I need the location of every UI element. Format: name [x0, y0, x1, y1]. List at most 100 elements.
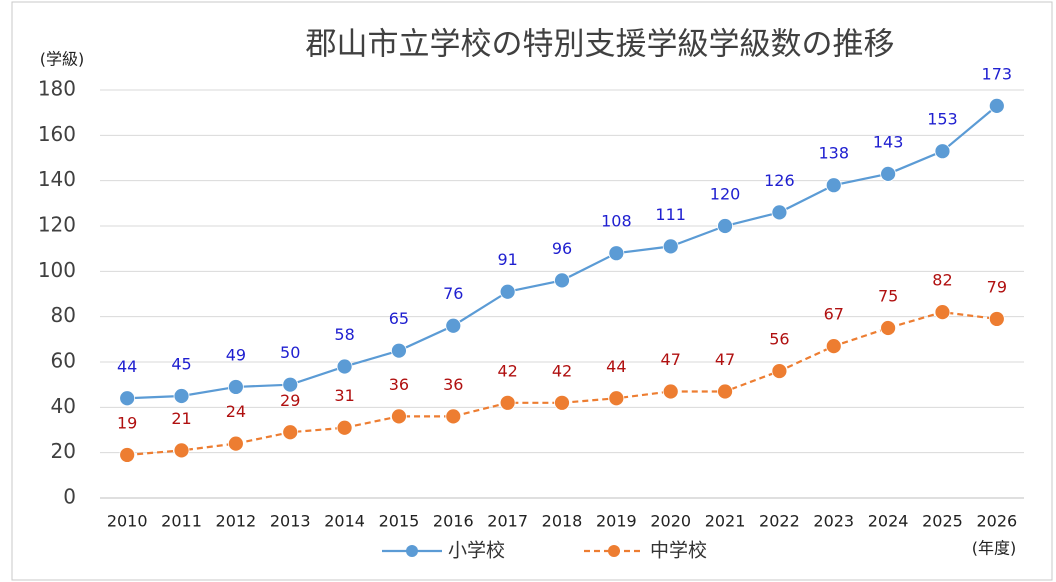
x-tick-label: 2016: [433, 512, 474, 531]
x-tick-label: 2012: [216, 512, 257, 531]
point: [173, 388, 190, 404]
x-tick-label: 2015: [379, 512, 420, 531]
legend-marker: [406, 545, 418, 557]
x-axis-label: (年度): [972, 539, 1017, 558]
data-label: 44: [606, 357, 626, 376]
point: [880, 320, 897, 336]
point: [771, 204, 788, 221]
point: [608, 245, 625, 262]
y-tick-label: 20: [51, 439, 76, 463]
point: [499, 394, 516, 411]
data-label: 45: [171, 355, 191, 374]
x-tick-label: 2019: [596, 512, 637, 531]
point: [499, 283, 516, 300]
data-label: 108: [601, 212, 632, 231]
x-tick-label: 2024: [868, 512, 909, 531]
data-label: 47: [661, 350, 681, 369]
data-label: 36: [443, 375, 463, 394]
y-tick-label: 0: [63, 485, 76, 509]
point: [717, 383, 733, 400]
point: [391, 342, 407, 359]
point: [934, 304, 951, 321]
point: [173, 442, 190, 459]
data-label: 65: [389, 309, 409, 328]
data-label: 24: [226, 402, 246, 421]
data-label: 111: [655, 205, 686, 224]
data-label: 49: [226, 345, 246, 364]
data-label: 58: [334, 325, 354, 344]
data-label: 29: [280, 391, 300, 410]
y-tick-label: 40: [51, 394, 76, 418]
data-label: 75: [878, 287, 898, 306]
x-tick-label: 2017: [487, 512, 528, 531]
y-axis-label: (学級): [40, 50, 85, 69]
data-label: 36: [389, 375, 409, 394]
point: [554, 272, 570, 289]
y-tick-label: 140: [38, 167, 76, 191]
data-label: 44: [117, 357, 137, 376]
point: [662, 238, 679, 255]
point: [282, 424, 299, 441]
legend-marker: [608, 545, 620, 557]
x-tick-label: 2013: [270, 512, 311, 531]
data-label: 82: [932, 271, 952, 290]
data-label: 56: [769, 330, 789, 349]
point: [227, 435, 244, 452]
x-tick-label: 2018: [542, 512, 583, 531]
point: [880, 165, 897, 182]
y-tick-label: 120: [38, 213, 76, 237]
data-label: 79: [987, 277, 1007, 296]
data-label: 173: [982, 64, 1013, 83]
chart-frame: [11, 1, 1053, 581]
legend-label: 小学校: [448, 540, 505, 562]
x-tick-label: 2010: [107, 512, 148, 531]
data-label: 91: [497, 250, 517, 269]
point: [445, 317, 462, 334]
data-label: 67: [824, 305, 844, 324]
point: [717, 218, 733, 234]
point: [336, 419, 353, 436]
data-label: 138: [818, 144, 849, 163]
point: [608, 390, 625, 407]
data-label: 76: [443, 284, 463, 303]
point: [554, 394, 570, 411]
y-tick-label: 160: [38, 122, 76, 146]
point: [662, 383, 679, 400]
point: [988, 97, 1005, 114]
point: [119, 390, 136, 407]
x-tick-label: 2022: [759, 512, 800, 531]
x-tick-label: 2011: [161, 512, 202, 531]
x-tick-label: 2025: [922, 512, 963, 531]
y-tick-label: 60: [51, 349, 76, 373]
data-label: 47: [715, 350, 735, 369]
x-tick-label: 2014: [324, 512, 365, 531]
point: [934, 143, 951, 160]
data-label: 50: [280, 343, 300, 362]
point: [445, 408, 462, 425]
point: [391, 408, 407, 425]
point: [825, 177, 842, 194]
point: [119, 447, 136, 463]
data-label: 21: [171, 409, 191, 428]
point: [988, 311, 1005, 327]
data-label: 31: [334, 386, 354, 405]
data-label: 143: [873, 132, 904, 151]
chart-title: 郡山市立学校の特別支援学級学級数の推移: [306, 27, 895, 63]
data-label: 126: [764, 171, 795, 190]
y-tick-label: 180: [38, 77, 76, 101]
point: [282, 376, 299, 393]
point: [825, 338, 842, 355]
data-label: 96: [552, 239, 572, 258]
point: [336, 358, 353, 375]
series-line: [127, 311, 997, 457]
x-tick-label: 2021: [705, 512, 746, 531]
data-label: 19: [117, 413, 137, 432]
legend-label: 中学校: [650, 540, 707, 562]
y-tick-label: 80: [51, 303, 76, 327]
data-label: 120: [710, 185, 741, 204]
x-tick-label: 2020: [650, 512, 691, 531]
data-label: 153: [927, 110, 958, 129]
point: [771, 363, 788, 379]
data-label: 42: [552, 361, 572, 380]
